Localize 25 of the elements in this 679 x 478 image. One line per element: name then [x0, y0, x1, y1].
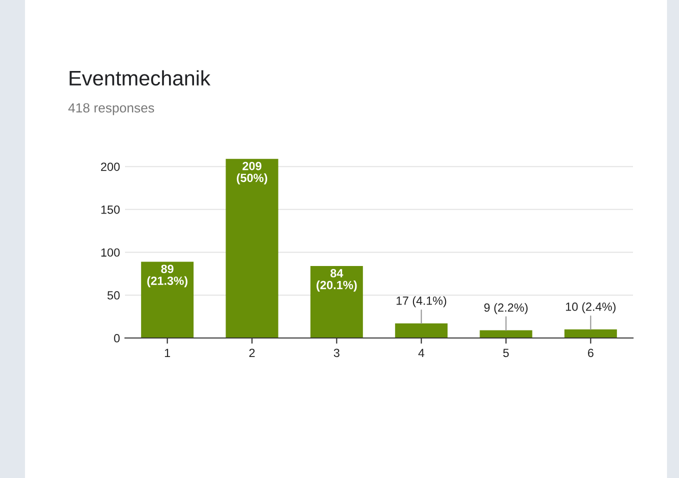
y-tick-label: 50 — [107, 291, 120, 300]
bar — [141, 262, 194, 338]
bar — [226, 158, 278, 338]
data-label: 10 (2.4%) — [566, 302, 616, 314]
x-tick-label: 4 — [418, 348, 424, 357]
x-tick-label: 5 — [503, 348, 509, 358]
data-label: 89 (21.3%) — [147, 264, 188, 288]
x-tick-label: 1 — [164, 348, 170, 357]
y-tick-label: 0 — [114, 334, 120, 342]
data-label: 209 (50%) — [236, 162, 268, 184]
data-label: 17 (4.1%) — [396, 296, 446, 308]
y-tick-label: 100 — [101, 248, 120, 257]
y-tick-label: 150 — [101, 205, 120, 214]
x-tick-label: 3 — [334, 348, 340, 358]
data-label: 84 (20.1%) — [316, 269, 357, 292]
bar — [395, 323, 448, 338]
chart-title: Eventmechanik — [70, 70, 210, 86]
x-tick-label: 2 — [249, 348, 255, 357]
bar — [310, 266, 363, 338]
bar — [480, 330, 532, 338]
data-label: 9 (2.2%) — [484, 303, 528, 314]
chart-subtitle: 418 responses — [68, 103, 154, 116]
x-tick-label: 6 — [588, 348, 594, 358]
bar — [564, 329, 617, 338]
y-tick-label: 200 — [101, 162, 120, 171]
